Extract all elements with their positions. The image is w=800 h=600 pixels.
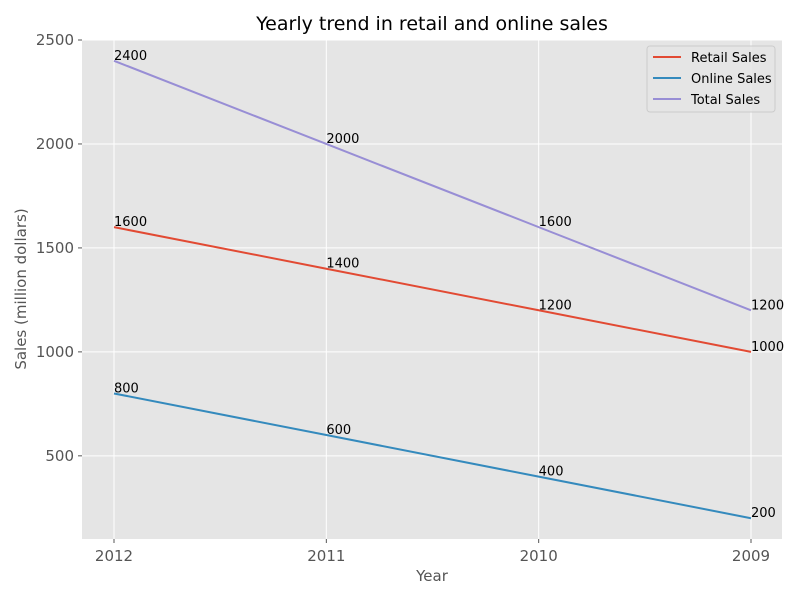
- data-label: 1200: [751, 298, 784, 313]
- x-tick-label: 2012: [95, 547, 133, 565]
- data-labels: 1600 1400 1200 1000 800 600 400 200 2400 2000 1600…: [114, 49, 784, 521]
- series-lines: [113, 59, 752, 520]
- x-tick-label: 2011: [307, 547, 345, 565]
- y-tick-label: 1500: [36, 239, 74, 257]
- data-label: 600: [326, 423, 351, 438]
- legend: Retail Sales Online Sales Total Sales: [646, 45, 776, 113]
- data-label: 2400: [114, 49, 147, 64]
- series-line-total-sales: [113, 59, 752, 312]
- y-axis-label: Sales (million dollars): [12, 208, 30, 369]
- data-label: 1600: [539, 215, 572, 230]
- y-tick-label: 500: [45, 447, 74, 465]
- series-line-retail-sales: [113, 226, 752, 353]
- x-axis-ticks: 2012 2011 2010 2009: [95, 539, 770, 565]
- x-tick-label: 2010: [520, 547, 558, 565]
- y-tick-label: 1000: [36, 343, 74, 361]
- legend-box: [646, 45, 776, 113]
- data-label: 1400: [326, 257, 359, 272]
- data-label: 800: [114, 381, 139, 396]
- data-label: 1600: [114, 215, 147, 230]
- y-axis-ticks: 500 1000 1500 2000 2500: [36, 31, 82, 465]
- y-tick-label: 2500: [36, 31, 74, 49]
- x-axis-label: Year: [415, 567, 449, 585]
- chart-title: Yearly trend in retail and online sales: [255, 13, 608, 35]
- legend-label-total-sales: Total Sales: [690, 93, 760, 108]
- gridlines: [82, 39, 782, 539]
- series-line-online-sales: [113, 392, 752, 520]
- data-label: 200: [751, 506, 776, 521]
- legend-label-online-sales: Online Sales: [691, 72, 772, 87]
- y-tick-label: 2000: [36, 135, 74, 153]
- data-label: 400: [539, 465, 564, 480]
- x-tick-label: 2009: [732, 547, 770, 565]
- legend-label-retail-sales: Retail Sales: [691, 51, 767, 66]
- data-label: 1200: [539, 298, 572, 313]
- data-label: 1000: [751, 340, 784, 355]
- data-label: 2000: [326, 132, 359, 147]
